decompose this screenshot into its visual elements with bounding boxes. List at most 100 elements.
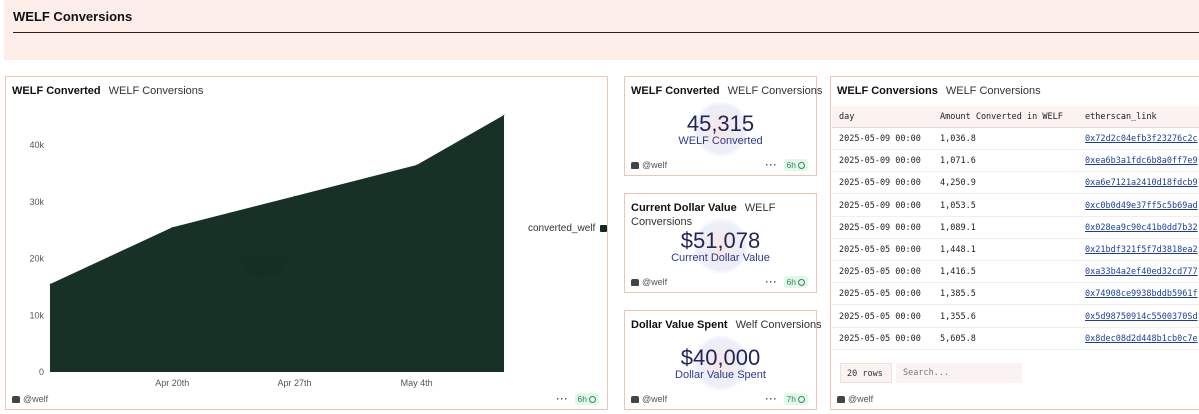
series-area-converted-welf[interactable]: [50, 115, 504, 372]
column-header-amount[interactable]: Amount Converted in WELF: [940, 112, 1063, 122]
freshness-badge: 6h: [783, 159, 808, 171]
counter-title-sub: WELF Conversions: [727, 85, 823, 97]
chart-panel-title: WELF Converted WELF Conversions: [12, 84, 203, 98]
cell-day: 2025-05-09 00:00: [839, 178, 921, 189]
dashboard-title: WELF Conversions: [13, 9, 133, 24]
freshness-label: 6h: [786, 160, 796, 170]
dashboard-header: WELF Conversions: [4, 0, 1199, 60]
area-chart: 0 10k 20k 30k 40k Apr 20th Apr 27th May 4th: [29, 114, 505, 388]
table-subtitle: WELF Conversions: [945, 85, 1041, 97]
counter-footer-meta: ··· 6h: [766, 159, 808, 171]
cell-etherscan-link[interactable]: 0x8dec08d2d448b1cb0c7e: [1085, 333, 1198, 344]
watermark-logo: [693, 218, 749, 274]
chart-footer-meta: ··· 6h: [557, 393, 599, 405]
cell-amount: 1,448.1: [940, 245, 976, 255]
table-row: 2025-05-09 00:00 1,089.1 0x028ea9c90c41b0d…: [832, 217, 1199, 239]
table-header: day Amount Converted in WELF etherscan_l…: [832, 106, 1199, 128]
table-row: 2025-05-05 00:00 1,448.1 0x21bdf321f5f7d38…: [832, 239, 1199, 261]
watermark-logo: [693, 335, 749, 391]
more-options-icon[interactable]: ···: [556, 394, 569, 404]
counter-footer-author[interactable]: @welf: [631, 394, 667, 404]
counter-title-main: Dollar Value Spent: [631, 319, 728, 331]
cell-etherscan-link[interactable]: 0xea6b3a1fdc6b8a0ff7e9: [1085, 156, 1198, 167]
counter-title-sub: Welf Conversions: [735, 319, 822, 331]
column-header-day[interactable]: day: [839, 112, 855, 122]
table-row: 2025-05-09 00:00 1,071.6 0xea6b3a1fdc6b8a0…: [832, 150, 1199, 173]
counter-label: Dollar Value Spent: [675, 369, 766, 381]
clock-check-icon: [798, 278, 805, 286]
x-tick-label: Apr 20th: [155, 378, 189, 388]
counter-value: $40,000: [680, 345, 761, 370]
chart-legend[interactable]: converted_welf: [528, 223, 608, 234]
cell-day: 2025-05-05 00:00: [839, 311, 921, 322]
freshness-label: 7h: [786, 394, 796, 404]
cell-etherscan-link[interactable]: 0x74908ce9938bddb5961f: [1085, 289, 1198, 300]
cell-etherscan-link[interactable]: 0xa33b4a2ef40ed32cd777: [1085, 267, 1198, 278]
user-icon: [631, 161, 639, 169]
table-panel[interactable]: WELF Conversions WELF Conversions day Amo…: [830, 76, 1199, 410]
more-options-icon[interactable]: ···: [765, 160, 778, 170]
counter-title-main: Current Dollar Value: [631, 202, 737, 214]
cell-day: 2025-05-09 00:00: [839, 222, 921, 233]
table-row: 2025-05-05 00:00 1,355.6 0x5d98750914c5500…: [832, 306, 1199, 328]
y-tick-label: 10k: [29, 310, 44, 320]
counter-panel-current-dollar-value[interactable]: Current Dollar Value WELF Conversions $51…: [624, 193, 817, 293]
cell-etherscan-link[interactable]: 0xc0b0d49e37ff5c5b69ad: [1085, 200, 1198, 211]
cell-etherscan-link[interactable]: 0x21bdf321f5f7d3818ea2: [1085, 245, 1198, 255]
counter-title: Current Dollar Value WELF Conversions: [631, 201, 811, 229]
watermark-logo: [693, 101, 749, 157]
cell-etherscan-link[interactable]: 0x5d98750914c5500370Sd: [1085, 311, 1198, 322]
header-divider: [13, 32, 1199, 33]
counter-footer-meta: ··· 6h: [766, 276, 808, 288]
data-point[interactable]: [503, 114, 505, 116]
counter-panel-welf-converted[interactable]: WELF Converted WELF Conversions 45,315 WE…: [624, 76, 822, 176]
column-header-etherscan-link[interactable]: etherscan_link: [1085, 112, 1157, 122]
counter-footer-author[interactable]: @welf: [631, 160, 667, 170]
data-point[interactable]: [171, 226, 173, 228]
cell-day: 2025-05-09 00:00: [839, 156, 921, 167]
data-point[interactable]: [416, 164, 418, 166]
cell-amount: 1,385.5: [940, 289, 976, 300]
counter-panel-dollar-value-spent[interactable]: Dollar Value Spent Welf Conversions $40,0…: [624, 310, 822, 410]
x-tick-label: Apr 27th: [277, 378, 311, 388]
cell-etherscan-link[interactable]: 0xa6e7121a2410d18fdcb9: [1085, 178, 1198, 189]
table-search-input[interactable]: [896, 363, 1022, 383]
row-count: 20 rows: [840, 363, 892, 383]
table-panel-title: WELF Conversions WELF Conversions: [837, 84, 1041, 98]
cell-day: 2025-05-05 00:00: [839, 289, 921, 300]
chart-panel[interactable]: WELF Converted WELF Conversions 0 10k 20k 30…: [5, 76, 608, 410]
table-footer-author[interactable]: @welf: [837, 394, 873, 404]
cell-amount: 1,089.1: [940, 222, 976, 233]
cell-amount: 1,416.5: [940, 267, 976, 278]
cell-etherscan-link[interactable]: 0x72d2c04efb3f23276c2c: [1085, 134, 1198, 144]
data-point[interactable]: [49, 283, 51, 285]
counter-title: WELF Converted WELF Conversions: [631, 84, 822, 98]
author-label: @welf: [848, 394, 874, 404]
table-row: 2025-05-09 00:00 4,250.9 0xa6e7121a2410d18…: [832, 172, 1199, 195]
clock-check-icon: [798, 395, 805, 403]
cell-amount: 1,071.6: [940, 156, 976, 167]
counter-footer-author[interactable]: @welf: [631, 277, 667, 287]
table-row: 2025-05-05 00:00 1,385.5 0x74908ce9938bddb…: [832, 283, 1199, 306]
user-icon: [837, 395, 845, 403]
table-row: 2025-05-05 00:00 5,605.8 0x8dec08d2d448b1c…: [832, 328, 1199, 350]
data-point[interactable]: [293, 195, 295, 197]
cell-amount: 1,355.6: [940, 311, 976, 322]
y-tick-label: 0: [39, 367, 44, 377]
more-options-icon[interactable]: ···: [765, 277, 778, 287]
cell-amount: 5,605.8: [940, 333, 976, 344]
more-options-icon[interactable]: ···: [765, 394, 778, 404]
cell-etherscan-link[interactable]: 0x028ea9c90c41b0dd7b32: [1085, 222, 1198, 233]
clock-check-icon: [589, 395, 596, 403]
chart-subtitle: WELF Conversions: [108, 85, 204, 97]
freshness-badge: 6h: [574, 393, 599, 405]
cell-amount: 1,053.5: [940, 200, 976, 211]
table-title: WELF Conversions: [837, 85, 938, 97]
legend-label: converted_welf: [528, 223, 596, 234]
counter-title: Dollar Value Spent Welf Conversions: [631, 318, 822, 332]
cell-amount: 4,250.9: [940, 178, 976, 189]
author-label: @welf: [642, 160, 668, 170]
chart-footer-author[interactable]: @welf: [12, 394, 48, 404]
x-axis: Apr 20th Apr 27th May 4th: [155, 378, 432, 388]
freshness-label: 6h: [786, 277, 796, 287]
